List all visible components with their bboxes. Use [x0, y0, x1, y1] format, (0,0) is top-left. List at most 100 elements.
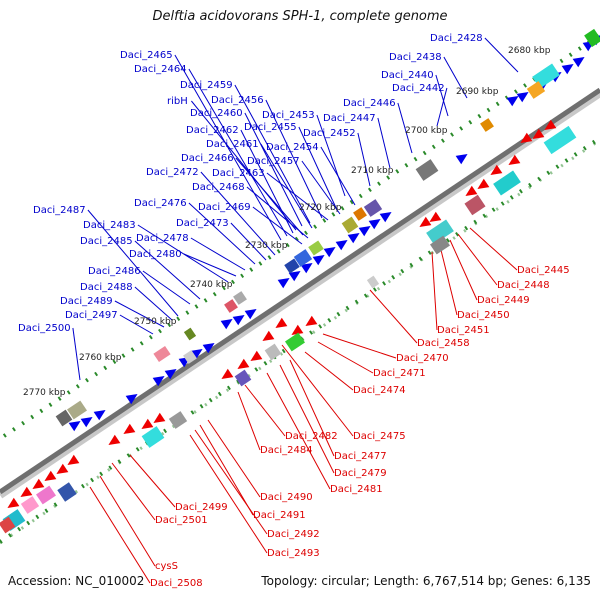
- reverse-gene-arrow: [508, 154, 521, 166]
- genome-backbone: [0, 87, 600, 495]
- forward-gene-arrow: [455, 153, 468, 165]
- forward-gene-label: Daci_2486: [88, 266, 141, 277]
- forward-gene-label: Daci_2454: [266, 142, 319, 153]
- forward-gene-label: Daci_2464: [134, 64, 187, 75]
- forward-gene-connector: [316, 114, 346, 197]
- reverse-gene-connector: [266, 372, 331, 490]
- reverse-gene-arrow: [67, 454, 80, 466]
- forward-gene-connector: [301, 160, 341, 215]
- forward-gene-connector: [134, 286, 173, 321]
- reverse-gene-label: Daci_2479: [334, 468, 387, 479]
- forward-gene-connector: [137, 224, 229, 283]
- forward-gene-label: Daci_2466: [181, 153, 234, 164]
- forward-gene-arrow: [506, 95, 519, 107]
- reverse-gene-arrow: [7, 497, 20, 509]
- forward-gene-label: Daci_2440: [381, 70, 434, 81]
- forward-gene-connector: [87, 209, 179, 317]
- forward-gene-label: Daci_2497: [65, 310, 118, 321]
- gene-block: [183, 327, 197, 341]
- forward-gene-connector: [265, 99, 323, 219]
- reverse-gene-label: Daci_2449: [477, 295, 530, 306]
- forward-gene-connector: [183, 253, 237, 277]
- forward-gene-label: Daci_2485: [80, 236, 133, 247]
- forward-gene-connector: [174, 54, 282, 241]
- kbp-marker-label: 2730 kbp: [245, 241, 288, 251]
- forward-gene-label: Daci_2476: [134, 198, 187, 209]
- reverse-gene-label: Daci_2450: [457, 310, 510, 321]
- gene-block: [224, 299, 238, 313]
- reverse-gene-connector: [322, 333, 397, 359]
- reverse-gene-arrow: [123, 423, 136, 435]
- forward-gene-connector: [260, 143, 313, 229]
- gene-block: [308, 240, 324, 256]
- reverse-gene-connector: [194, 429, 268, 535]
- gene-block: [67, 400, 87, 420]
- reverse-gene-label: Daci_2491: [253, 510, 306, 521]
- gene-block: [353, 207, 367, 221]
- gene-block: [285, 332, 305, 352]
- reverse-gene-arrow: [221, 368, 234, 380]
- reverse-gene-arrow: [56, 463, 69, 475]
- reverse-gene-label: Daci_2482: [285, 431, 338, 442]
- gene-labels: Daci_2428 Daci_2438 Daci_2440 Daci_2442 Daci…: [18, 33, 570, 589]
- accession-text: Accession: NC_010002: [8, 574, 145, 588]
- kbp-marker-label: 2720 kbp: [299, 203, 342, 213]
- forward-gene-arrow: [312, 254, 325, 266]
- reverse-gene-label: Daci_2481: [330, 484, 383, 495]
- forward-gene-arrow: [358, 225, 371, 237]
- forward-gene-connector: [377, 117, 391, 169]
- reverse-gene-arrow: [141, 418, 154, 430]
- reverse-gene-connector: [281, 344, 354, 437]
- reverse-gene-label: Daci_2477: [334, 451, 387, 462]
- topology-text: Topology: circular; Length: 6,767,514 bp…: [261, 574, 591, 588]
- gene-block: [0, 516, 16, 534]
- reverse-gene-label: Daci_2490: [260, 492, 313, 503]
- forward-gene-label: Daci_2453: [262, 110, 315, 121]
- forward-gene-connector: [436, 87, 448, 127]
- forward-gene-connector: [484, 37, 519, 73]
- reverse-gene-arrow: [275, 317, 288, 329]
- forward-gene-connector: [246, 186, 309, 239]
- kbp-marker-label: 2770 kbp: [23, 388, 66, 398]
- reverse-gene-arrow: [429, 211, 442, 223]
- reverse-gene-connector: [457, 233, 498, 286]
- reverse-gene-arrow: [20, 486, 33, 498]
- reverse-gene-connector: [207, 419, 261, 498]
- forward-gene-connector: [188, 68, 288, 237]
- page-title: Delftia acidovorans SPH-1, complete geno…: [152, 9, 448, 24]
- forward-gene-connector: [240, 129, 294, 234]
- forward-gene-connector: [244, 112, 303, 227]
- reverse-gene-connector: [89, 486, 151, 584]
- reverse-gene-arrow: [291, 324, 304, 336]
- forward-gene-label: Daci_2465: [120, 50, 173, 61]
- forward-gene-connector: [266, 172, 329, 221]
- forward-gene-label: Daci_2488: [80, 282, 133, 293]
- forward-gene-arrow: [244, 308, 257, 320]
- label-connectors: [72, 37, 519, 584]
- gene-block: [36, 485, 56, 505]
- forward-gene-connector: [200, 171, 276, 256]
- kbp-marker-label: 2680 kbp: [508, 46, 551, 56]
- forward-gene-label: Daci_2462: [186, 125, 239, 136]
- forward-gene-arrow: [190, 348, 203, 360]
- forward-gene-arrow: [164, 368, 177, 380]
- kbp-marker-label: 2710 kbp: [351, 166, 394, 176]
- reverse-gene-arrow: [250, 350, 263, 362]
- forward-gene-arrow: [232, 314, 245, 326]
- gene-block: [20, 496, 40, 514]
- forward-gene-arrow: [80, 416, 93, 428]
- reverse-gene-connector: [129, 454, 176, 508]
- forward-gene-label: Daci_2472: [146, 167, 199, 178]
- forward-gene-label: Daci_2487: [33, 205, 86, 216]
- forward-gene-label: Daci_2480: [129, 249, 182, 260]
- forward-gene-label: Daci_2452: [303, 128, 356, 139]
- forward-gene-label: Daci_2468: [192, 182, 245, 193]
- forward-gene-arrow: [202, 342, 215, 354]
- reverse-gene-connector: [369, 289, 418, 344]
- gene-block: [480, 118, 494, 132]
- forward-gene-arrow: [93, 409, 106, 421]
- forward-gene-label: ribH: [167, 96, 188, 107]
- forward-gene-label: Daci_2457: [247, 156, 300, 167]
